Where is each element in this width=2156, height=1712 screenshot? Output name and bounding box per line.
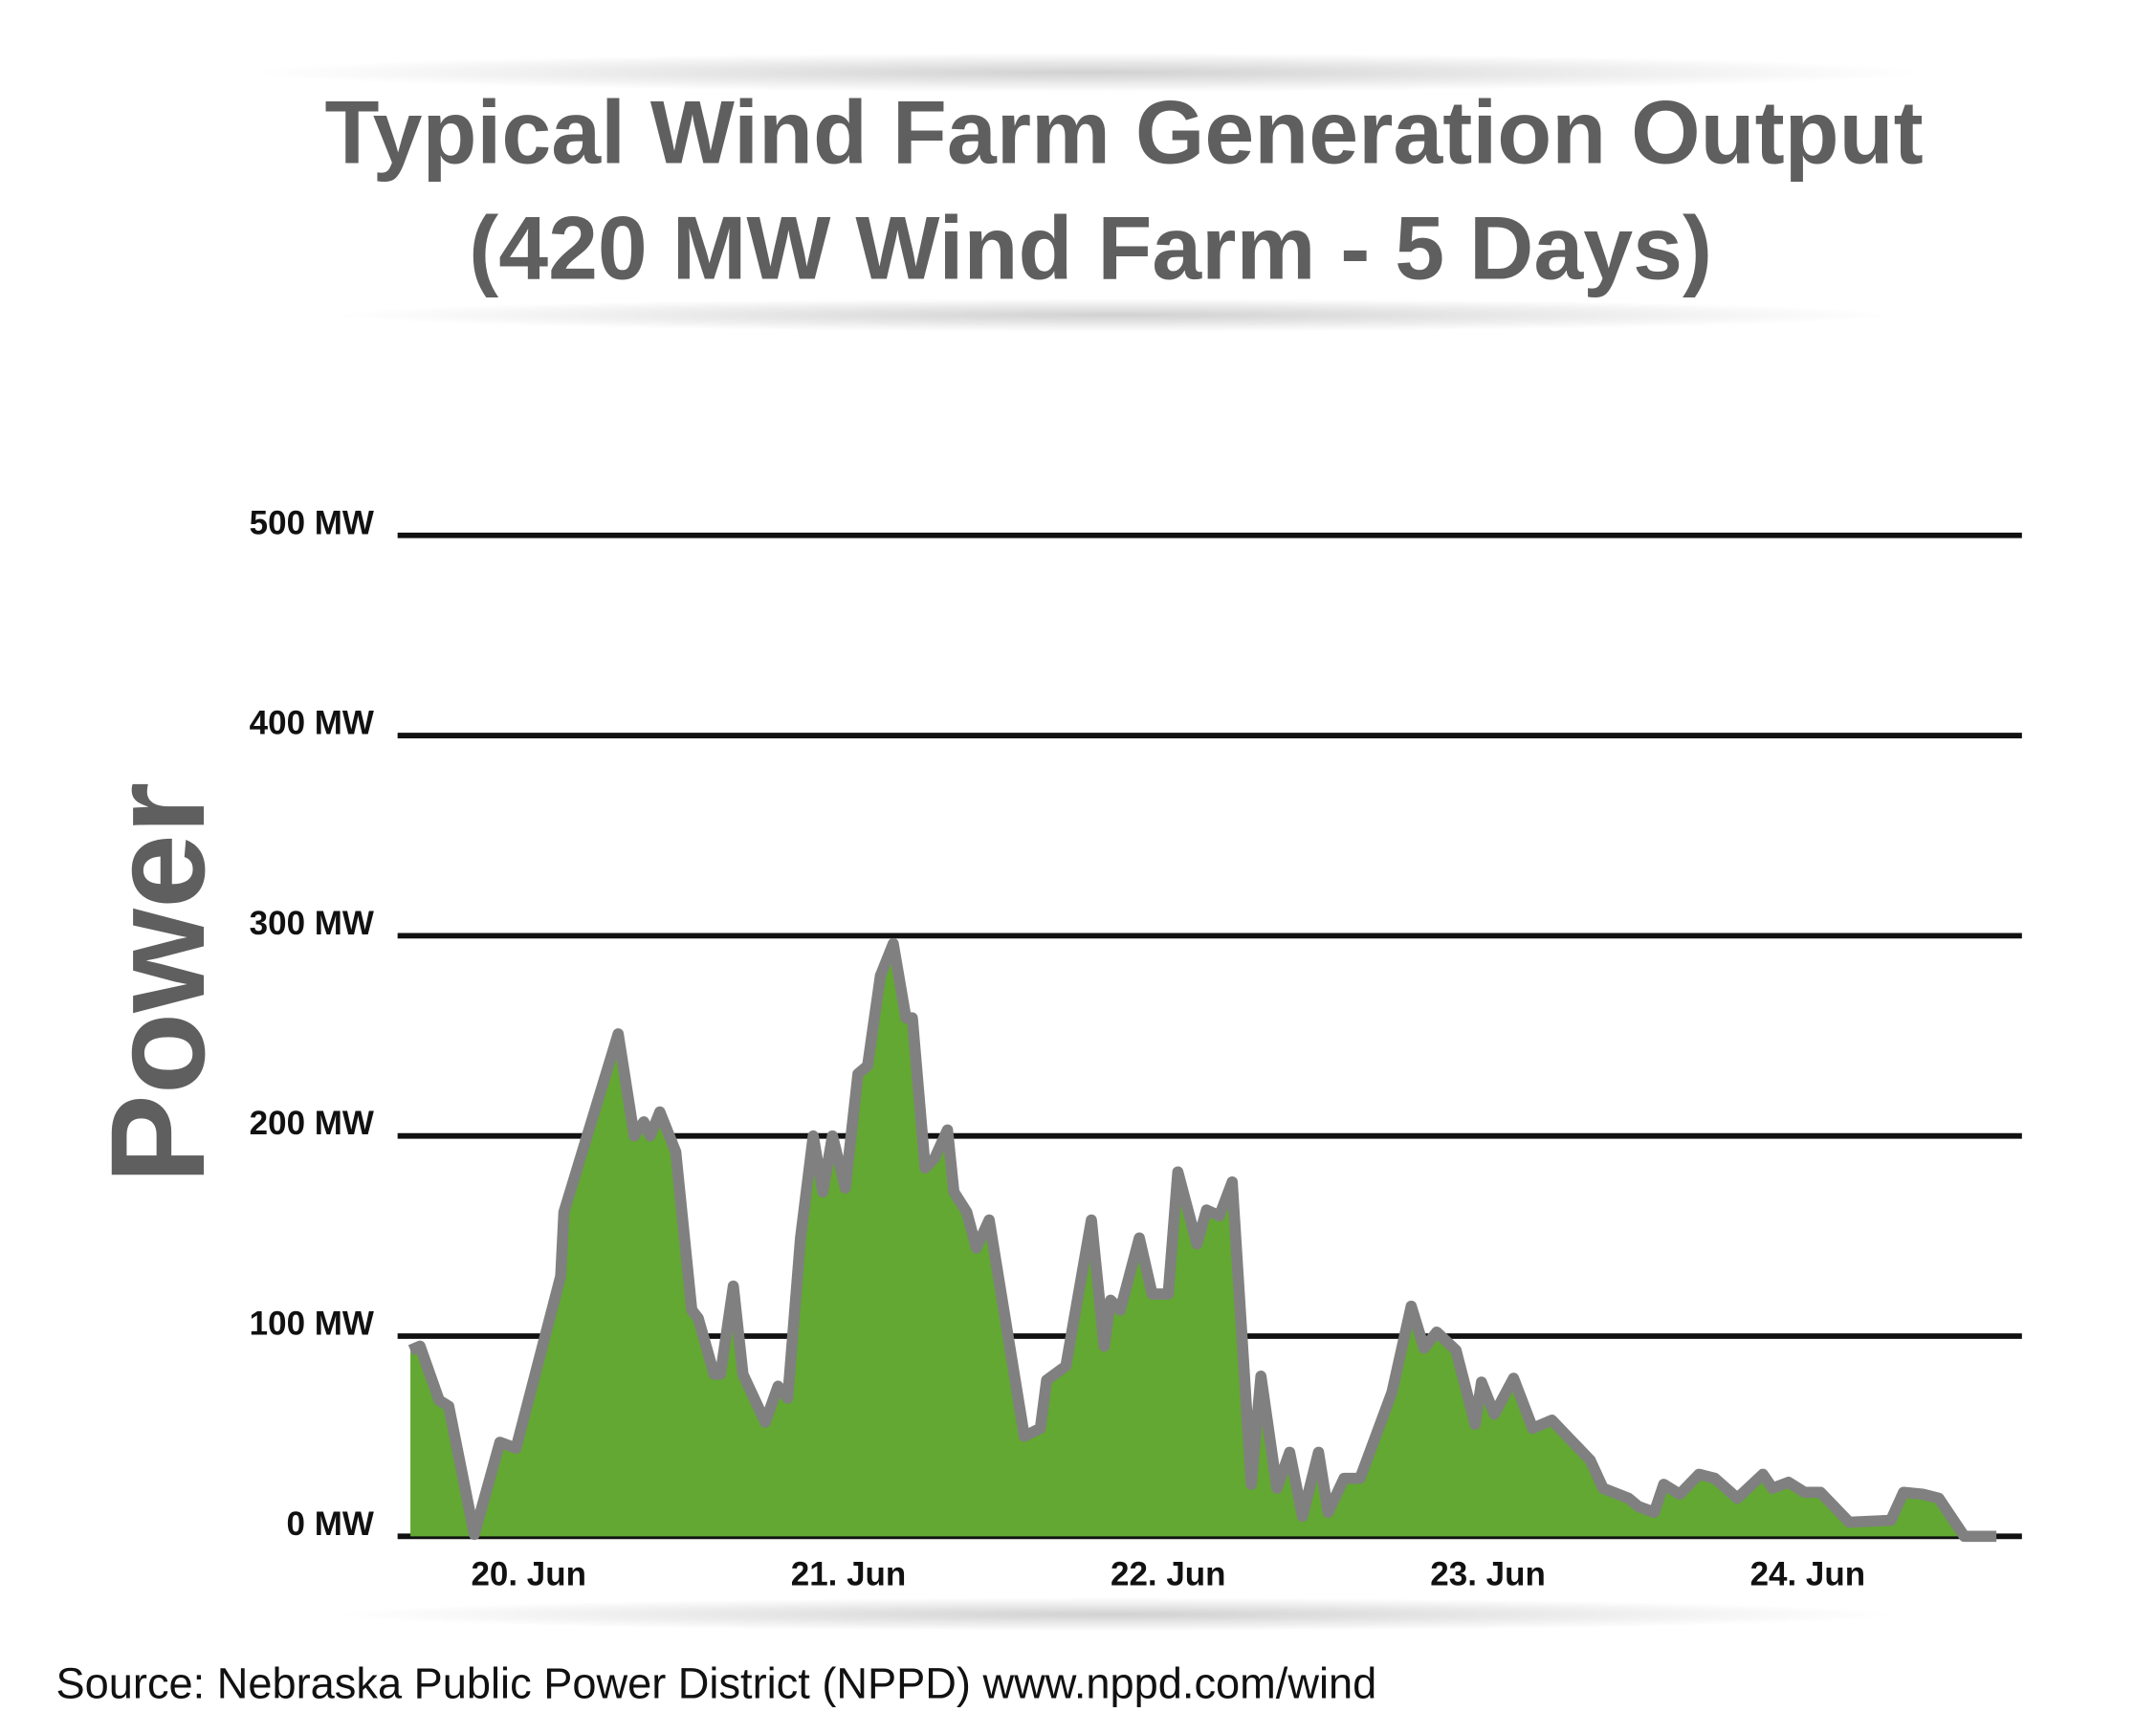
x-tick-label: 23. Jun [1430, 1555, 1546, 1592]
y-tick-label: 0 MW [287, 1505, 374, 1543]
title-shadow [335, 297, 1897, 332]
y-tick-label: 400 MW [250, 705, 374, 742]
x-tick-label: 24. Jun [1750, 1555, 1865, 1592]
y-tick-label: 100 MW [250, 1306, 374, 1343]
y-tick-label: 200 MW [250, 1105, 374, 1142]
x-tick-label: 21. Jun [791, 1555, 907, 1592]
y-tick-label: 300 MW [250, 905, 374, 942]
chart-title: Typical Wind Farm Generation Output [325, 83, 1924, 183]
title-shadow [251, 53, 1925, 93]
plot-area: 0 MW 100 MW 200 MW 300 MW 400 MW 500 MW 20. Ju… [250, 504, 2022, 1592]
y-tick-label: 500 MW [250, 504, 374, 541]
x-tick-label: 22. Jun [1111, 1555, 1226, 1592]
area-line [407, 937, 1997, 1543]
x-tick-label: 20. Jun [471, 1555, 586, 1592]
chart-subtitle: (420 MW Wind Farm - 5 Days) [469, 199, 1712, 298]
y-axis-label: Power [82, 782, 232, 1184]
axis-shadow [335, 1597, 1897, 1632]
source-note: Source: Nebraska Public Power District (… [56, 1658, 1377, 1707]
